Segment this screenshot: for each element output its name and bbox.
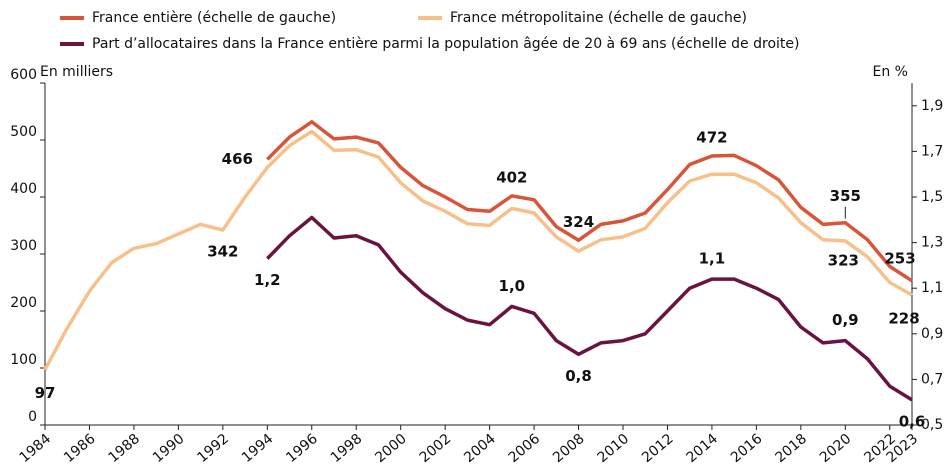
y-axis-title: En milliers xyxy=(40,64,113,80)
data-label: 1,0 xyxy=(499,277,526,295)
x-tick-label: 2004 xyxy=(461,431,499,466)
y-tick-label: 400 xyxy=(10,181,37,197)
y2-axis-title: En % xyxy=(873,64,908,80)
y2-tick-label: 1,7 xyxy=(921,143,943,159)
y-tick-label: 500 xyxy=(10,124,37,140)
data-label: 324 xyxy=(563,213,594,231)
data-label: 0,6 xyxy=(899,412,926,430)
x-tick-label: 1998 xyxy=(328,431,366,466)
x-tick-label: 1996 xyxy=(283,431,321,466)
data-label: 0,8 xyxy=(565,367,592,385)
x-tick-label: 1994 xyxy=(239,431,277,466)
data-label: 472 xyxy=(696,128,727,146)
y-tick-label: 600 xyxy=(10,67,37,83)
x-tick-label: 1992 xyxy=(194,431,232,466)
x-tick-label: 2010 xyxy=(595,431,633,466)
x-tick-label: 2012 xyxy=(639,431,677,466)
x-tick-label: 2008 xyxy=(550,431,588,466)
data-label: 1,2 xyxy=(254,271,281,289)
legend-label: France entière (échelle de gauche) xyxy=(92,10,336,26)
x-tick-label: 2000 xyxy=(372,431,410,466)
x-tick-label: 1984 xyxy=(17,431,55,466)
x-tick-label: 2016 xyxy=(728,431,766,466)
y-tick-label: 100 xyxy=(10,352,37,368)
legend-label: France métropolitaine (échelle de gauche… xyxy=(450,10,747,26)
series-line xyxy=(43,129,913,371)
x-tick-label: 1988 xyxy=(105,431,143,466)
y2-tick-label: 0,9 xyxy=(921,326,943,342)
x-tick-label: 2014 xyxy=(683,431,721,466)
x-tick-label: 2002 xyxy=(417,431,455,466)
y2-tick-label: 0,7 xyxy=(921,371,943,387)
y2-tick-label: 1,5 xyxy=(921,189,943,205)
x-tick-label: 1990 xyxy=(150,431,188,466)
data-label: 323 xyxy=(828,251,859,269)
series-line xyxy=(266,120,913,283)
series-line xyxy=(266,215,913,402)
y-tick-label: 300 xyxy=(10,238,37,254)
y2-tick-label: 0,5 xyxy=(921,417,943,433)
data-label: 402 xyxy=(496,168,527,186)
data-label: 1,1 xyxy=(699,250,726,268)
x-tick-label: 2018 xyxy=(772,431,810,466)
x-tick-label: 1986 xyxy=(61,431,99,466)
y2-tick-label: 1,9 xyxy=(921,98,943,114)
x-tick-label: 2020 xyxy=(817,431,855,466)
data-label: 228 xyxy=(888,310,919,328)
data-label: 466 xyxy=(222,150,253,168)
data-label: 97 xyxy=(35,384,56,402)
y-tick-label: 0 xyxy=(28,409,37,425)
legend-label: Part d’allocataires dans la France entiè… xyxy=(92,36,799,52)
y2-tick-label: 1,3 xyxy=(921,235,943,251)
x-tick-label: 2006 xyxy=(506,431,544,466)
data-label: 0,9 xyxy=(832,311,859,329)
y2-tick-label: 1,1 xyxy=(921,280,943,296)
data-label: 355 xyxy=(830,187,861,205)
y-tick-label: 200 xyxy=(10,295,37,311)
data-label: 253 xyxy=(884,249,915,267)
data-label: 342 xyxy=(207,243,238,261)
